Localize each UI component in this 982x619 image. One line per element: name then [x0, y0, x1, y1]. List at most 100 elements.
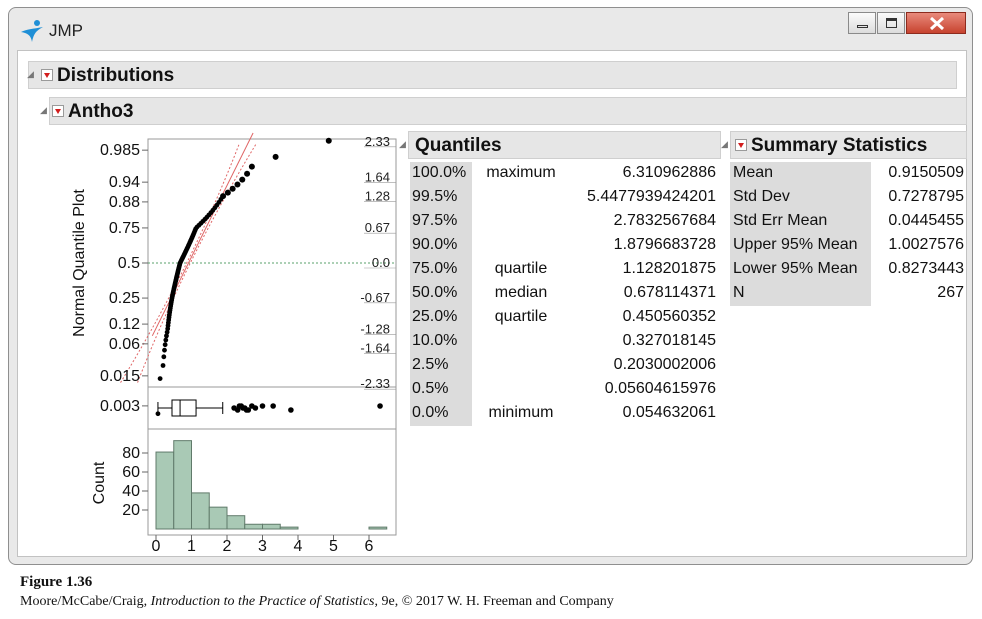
summary-stat-label: Mean — [733, 164, 774, 181]
quantile-value: 1.128201875 — [622, 260, 716, 277]
histogram-bar — [208, 506, 228, 530]
collapse-triangle-icon[interactable]: ◢ — [40, 105, 47, 115]
minimize-icon — [857, 25, 868, 28]
z-tick-label: -1.28 — [360, 322, 390, 337]
figure-number: Figure 1.36 — [20, 574, 93, 590]
quantiles-panel: ◢ Quantiles 100.0% maximum 6.310962886 99.5… — [399, 131, 721, 431]
outlier-point — [259, 403, 266, 409]
summary-label-column-bg — [730, 162, 871, 306]
x-tick-label: 0 — [152, 538, 161, 551]
confidence-curve-right — [137, 143, 257, 383]
close-button[interactable] — [906, 12, 966, 34]
credit-suffix: , 9e, © 2017 W. H. Freeman and Company — [374, 594, 614, 609]
antho3-outline-header: ◢ Antho3 — [40, 97, 967, 125]
quantile-percent: 99.5% — [412, 188, 458, 205]
summary-menu-button[interactable] — [735, 139, 747, 151]
summary-stat-value: 0.0445455 — [888, 212, 964, 229]
distributions-menu-button[interactable] — [41, 69, 53, 81]
summary-title: Summary Statistics — [751, 135, 928, 156]
quantile-percent: 25.0% — [412, 308, 458, 325]
quantile-label: maximum — [486, 164, 556, 181]
count-tick-label: 80 — [122, 445, 140, 462]
probability-tick-label: 0.25 — [109, 290, 140, 307]
count-tick-label: 20 — [122, 502, 140, 519]
quartile-box — [171, 399, 197, 417]
quantile-percent: 97.5% — [412, 212, 458, 229]
x-tick-label: 4 — [294, 538, 303, 551]
histogram-bar — [279, 526, 299, 530]
z-tick-label: 1.28 — [365, 188, 390, 203]
x-tick-label: 1 — [187, 538, 196, 551]
minimize-button[interactable] — [848, 12, 876, 34]
histogram-bar — [226, 515, 246, 530]
probability-tick-label: 0.88 — [109, 194, 140, 211]
antho3-menu-button[interactable] — [52, 105, 64, 117]
credit-prefix: Moore/McCabe/Craig, — [20, 594, 151, 609]
quantile-point — [161, 354, 167, 360]
figure-credit: Moore/McCabe/Craig, Introduction to the … — [20, 594, 614, 610]
quantile-point — [164, 333, 169, 339]
x-tick-label: 2 — [223, 538, 232, 551]
probability-tick-label: 0.75 — [109, 220, 140, 237]
credit-book-title: Introduction to the Practice of Statisti… — [150, 594, 375, 609]
quantile-percent: 100.0% — [412, 164, 467, 181]
quantile-value: 1.8796683728 — [613, 236, 716, 253]
summary-stat-value: 0.8273443 — [888, 260, 964, 277]
summary-stat-label: Lower 95% Mean — [733, 260, 858, 277]
summary-panel: ◢ Summary Statistics Mean 0.9150509 Std De… — [721, 131, 967, 311]
quantile-point — [160, 363, 166, 368]
quantile-percent: 0.5% — [412, 380, 449, 397]
x-tick-label: 6 — [365, 538, 374, 551]
quantile-value: 0.05604615976 — [604, 380, 716, 397]
outlier-point — [288, 407, 294, 413]
quantile-point — [248, 163, 255, 170]
quantile-label: quartile — [494, 260, 548, 277]
quantiles-title: Quantiles — [415, 135, 502, 156]
z-tick-label: 0.0 — [372, 255, 390, 270]
probability-tick-label: 0.06 — [109, 336, 140, 353]
quantile-point — [244, 170, 251, 177]
quantile-point — [234, 181, 241, 188]
summary-stat-value: 0.7278795 — [888, 188, 964, 205]
quantile-percent: 2.5% — [412, 356, 449, 373]
collapse-triangle-icon[interactable]: ◢ — [399, 139, 406, 149]
report-area: ◢ Distributions ◢ Antho3 0.985 0.94 0.88 0.… — [17, 50, 967, 557]
summary-stat-label: Upper 95% Mean — [733, 236, 858, 253]
quantile-label: minimum — [488, 404, 554, 421]
histogram-bar — [173, 440, 192, 530]
quantiles-header: ◢ Quantiles — [399, 131, 721, 159]
histogram-bar — [191, 492, 210, 530]
quantile-label: quartile — [494, 308, 548, 325]
distributions-title: Distributions — [57, 65, 175, 86]
z-tick-label: -0.67 — [360, 290, 390, 305]
summary-header: ◢ Summary Statistics — [721, 131, 967, 159]
quantile-point — [162, 347, 167, 353]
quantiles-percent-column-bg — [410, 162, 472, 426]
z-tick-label: 0.67 — [365, 220, 390, 235]
summary-stat-label: Std Dev — [733, 188, 790, 205]
quantile-value: 0.054632061 — [622, 404, 716, 421]
title-bar: JMP — [9, 8, 972, 52]
collapse-triangle-icon[interactable]: ◢ — [721, 139, 728, 149]
outlier-point — [245, 407, 252, 413]
z-tick-label: 2.33 — [365, 134, 390, 149]
summary-stat-value: 1.0027576 — [888, 236, 964, 253]
quantile-point — [239, 176, 246, 183]
quantile-point — [229, 185, 236, 192]
histogram-bar — [244, 523, 263, 530]
quantile-percent: 10.0% — [412, 332, 458, 349]
outlier-point — [252, 405, 259, 411]
restore-button[interactable] — [877, 12, 905, 34]
x-tick-label: 5 — [329, 538, 338, 551]
restore-icon — [886, 18, 897, 28]
figure-caption: Figure 1.36 Moore/McCabe/Craig, Introduc… — [20, 574, 614, 610]
probability-tick-label: 0.5 — [118, 255, 140, 272]
quantile-label: median — [494, 284, 548, 301]
quantile-point — [272, 153, 279, 160]
quantile-value: 6.310962886 — [622, 164, 716, 181]
quantile-percent: 90.0% — [412, 236, 458, 253]
probability-tick-label: 0.12 — [109, 316, 140, 333]
variable-title: Antho3 — [68, 101, 134, 122]
z-tick-label: -1.64 — [360, 340, 390, 355]
collapse-triangle-icon[interactable]: ◢ — [27, 69, 34, 79]
